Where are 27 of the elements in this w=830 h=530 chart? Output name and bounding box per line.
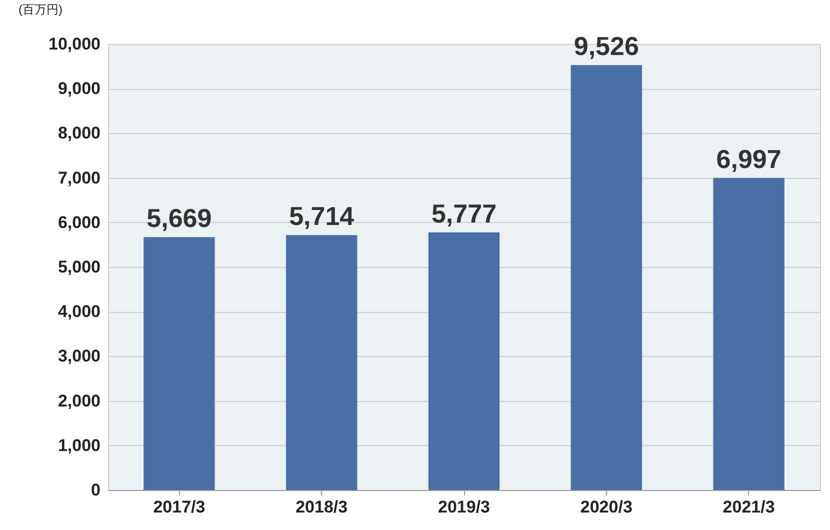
- bar: [144, 237, 215, 490]
- y-tick-label: 6,000: [58, 212, 100, 232]
- y-tick-label: 3,000: [58, 346, 100, 366]
- bar: [570, 65, 642, 490]
- bar: [713, 178, 784, 490]
- y-tick-label: 9,000: [58, 79, 100, 98]
- data-label: 9,526: [574, 31, 639, 62]
- y-tick-label: 2,000: [58, 391, 100, 410]
- x-tick-label: 2019/3: [438, 498, 490, 516]
- data-label: 5,777: [431, 198, 497, 228]
- data-label: 5,714: [289, 201, 355, 232]
- x-tick-label: 2017/3: [153, 498, 206, 516]
- x-tick-label: 2020/3: [580, 498, 632, 516]
- y-tick-label: 5,000: [58, 258, 100, 276]
- y-axis-title: (百万円): [18, 2, 62, 16]
- data-label: 5,669: [146, 203, 212, 234]
- x-tick-label: 2018/3: [296, 498, 348, 516]
- y-tick-label: 10,000: [48, 34, 100, 54]
- bar: [428, 232, 500, 490]
- y-tick-label: 8,000: [58, 124, 100, 143]
- y-tick-label: 4,000: [58, 302, 100, 322]
- y-tick-label: 0: [91, 480, 100, 500]
- bar: [286, 235, 358, 490]
- y-tick-label: 1,000: [58, 436, 100, 455]
- y-tick-label: 7,000: [58, 168, 100, 188]
- data-label: 6,997: [716, 144, 782, 174]
- x-tick-label: 2021/3: [722, 498, 775, 516]
